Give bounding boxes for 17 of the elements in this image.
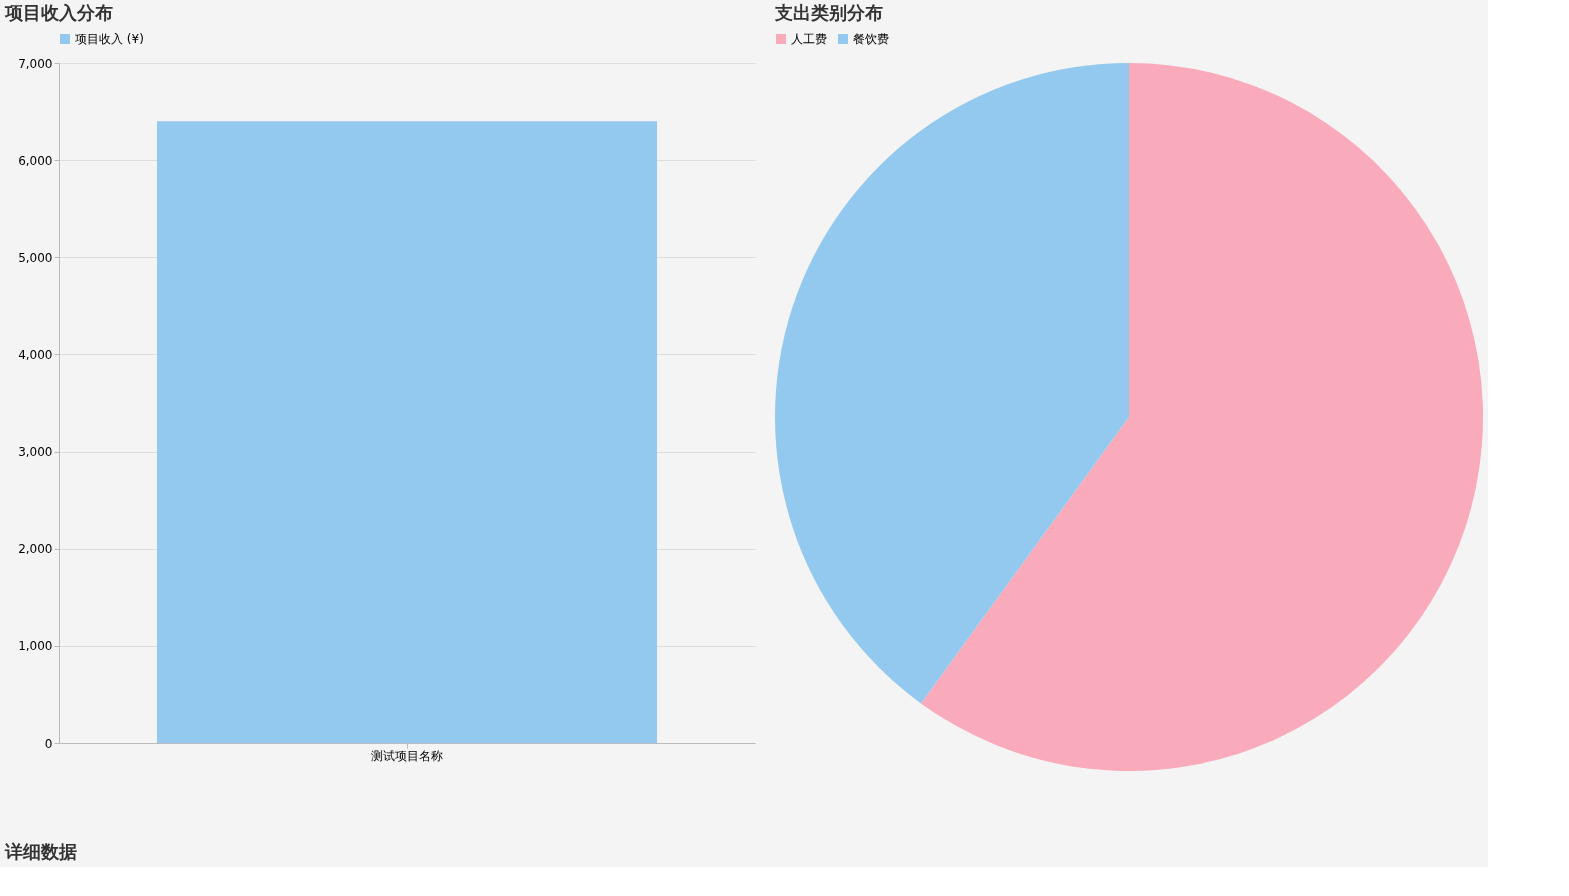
text: 详细数据 bbox=[4, 841, 77, 862]
chart-title: 支出类别分布 bbox=[774, 2, 883, 23]
x-tick-label: 测试项目名称 bbox=[371, 748, 443, 763]
y-tick-label: 7,000 bbox=[18, 56, 53, 71]
legend-label: 人工费 bbox=[791, 32, 827, 46]
pie-slice bbox=[920, 63, 1483, 771]
y-tick-label: 2,000 bbox=[18, 542, 53, 557]
legend-label: 项目收入 (¥) bbox=[75, 32, 144, 46]
pie-slice bbox=[775, 63, 1129, 704]
y-tick-label: 6,000 bbox=[18, 153, 53, 168]
legend-label: 餐饮费 bbox=[853, 32, 889, 46]
y-tick-label: 4,000 bbox=[18, 347, 53, 362]
y-tick-label: 1,000 bbox=[18, 639, 53, 654]
y-tick-label: 5,000 bbox=[18, 250, 53, 265]
chart-title: 项目收入分布 bbox=[4, 2, 113, 23]
y-tick-label: 3,000 bbox=[18, 445, 53, 460]
y-tick-label: 0 bbox=[44, 736, 53, 751]
